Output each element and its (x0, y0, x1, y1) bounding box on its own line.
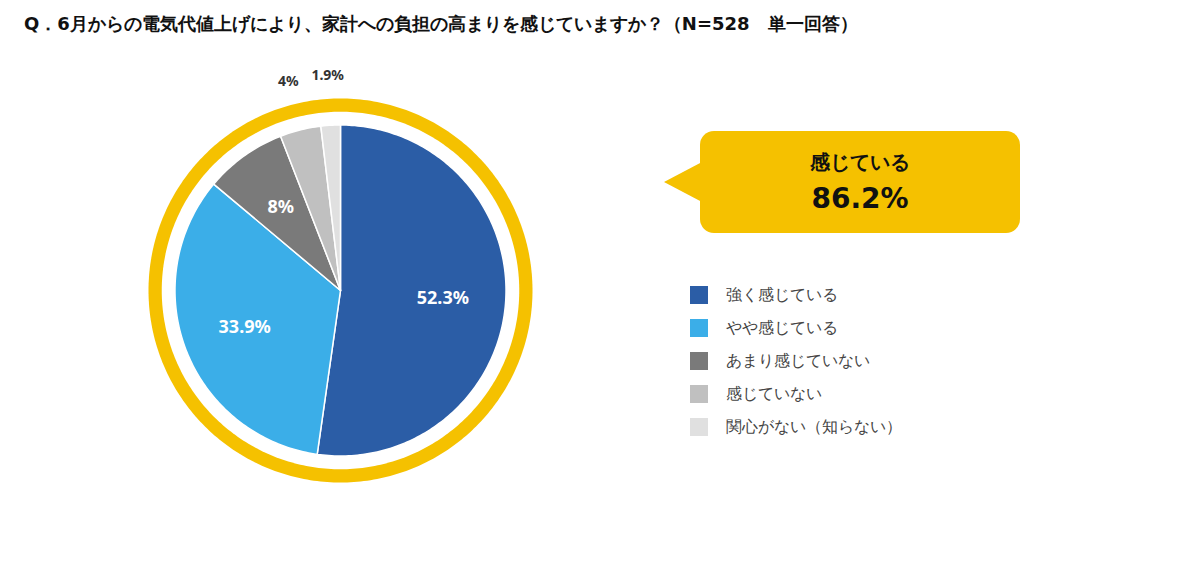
html-text:感じていない: 感じていない (726, 383, 822, 403)
html-text:Q．6月からの電気代値上げにより、家計への負担の高まりを感じ: Q．6月からの電気代値上げにより、家計への負担の高まりを感じていますか？（N=5… (24, 13, 858, 34)
svg-text:4%: 4% (278, 71, 299, 90)
html-text:関心がない（知らない）: 関心がない（知らない） (726, 416, 902, 436)
html-text:強く感じている: 強く感じている (726, 284, 838, 304)
html-text:86.2%: 86.2% (811, 181, 909, 215)
svg-text:8%: 8% (267, 194, 294, 218)
svg-text:52.3%: 52.3% (417, 285, 469, 309)
svg-text:33.9%: 33.9% (219, 314, 271, 338)
html-text:やや感じている: やや感じている (726, 317, 838, 337)
html-text:あまり感じていない: あまり感じていない (726, 350, 870, 370)
svg-text:1.9%: 1.9% (311, 65, 344, 84)
html-text:感じている: 感じている (810, 149, 910, 174)
